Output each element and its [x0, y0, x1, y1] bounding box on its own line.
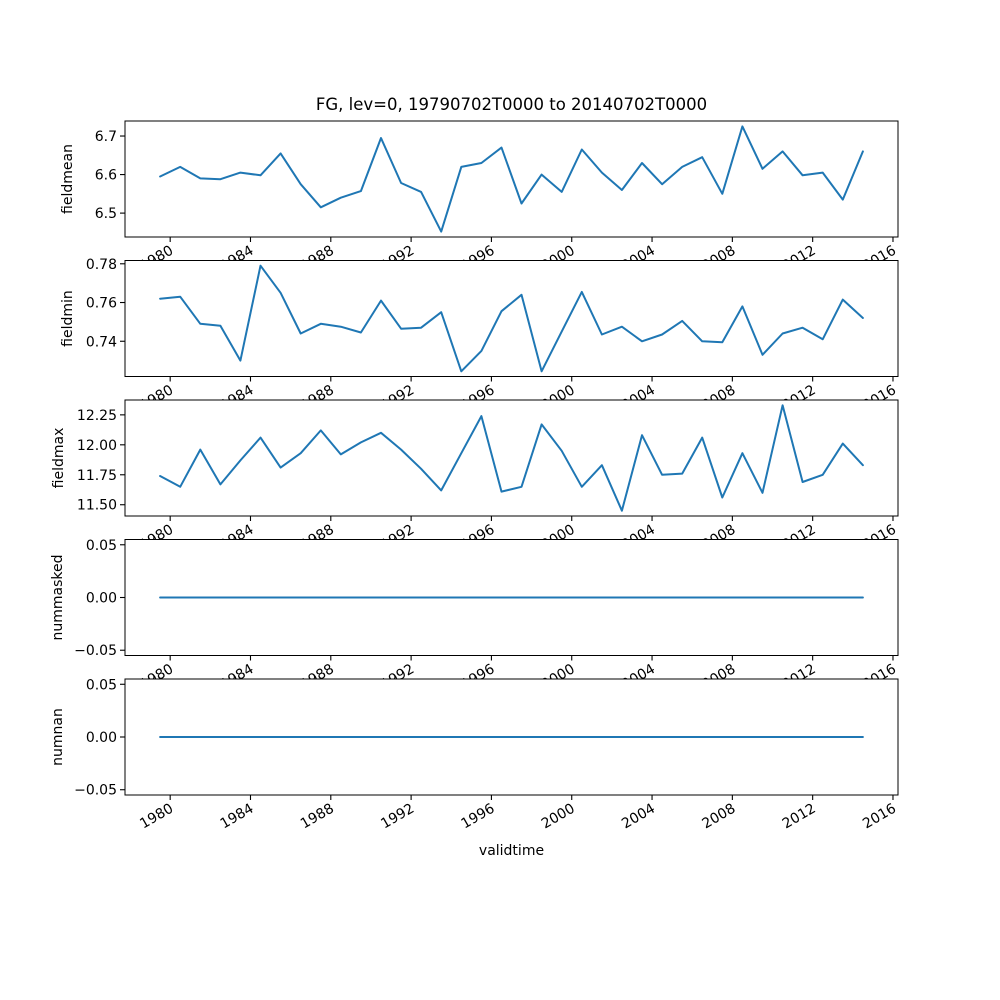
x-tick-label: 2012: [780, 801, 819, 833]
y-tick-label: −0.05: [74, 643, 117, 659]
x-tick-label: 2004: [619, 801, 658, 833]
x-tick-label: 1992: [378, 801, 417, 833]
line-fieldmean: [159, 125, 864, 233]
x-axis-label: validtime: [478, 843, 545, 859]
figure-title: FG, lev=0, 19790702T0000 to 20140702T000…: [315, 95, 708, 114]
ylabel-numnan: numnan: [50, 708, 66, 766]
subplot-nummasked: −0.05 0.00 0.05 nummasked: [50, 538, 899, 661]
y-tick-label: 11.50: [77, 498, 117, 514]
ylabel-fieldmin: fieldmin: [60, 290, 76, 347]
line-fieldmax: [159, 404, 864, 512]
subplot-fieldmean: 6.5 6.6 6.7 fieldmean: [60, 120, 899, 242]
subplot-fieldmin: 0.74 0.76 0.78 fieldmin: [60, 257, 899, 382]
x-tick-label: 2000: [539, 801, 578, 833]
y-tick-label: −0.05: [74, 783, 117, 799]
y-tick-label: 0.78: [86, 257, 117, 273]
y-tick-label: 6.6: [95, 168, 117, 184]
axes-frame-fieldmax: [124, 399, 899, 517]
x-tick-label: 1984: [218, 801, 257, 833]
axes-frame-fieldmean: [124, 120, 899, 238]
x-tick-label: 1988: [298, 801, 337, 833]
y-tick-label: 0.05: [86, 677, 117, 693]
y-tick-label: 12.25: [77, 408, 117, 424]
y-tick-label: 12.00: [77, 438, 117, 454]
y-tick-label: 0.00: [86, 730, 117, 746]
x-tick-label: 1980: [137, 801, 176, 833]
y-tick-label: 0.76: [86, 296, 117, 312]
x-tick-labels-numnan: 1980 1984 1988 1992 1996 2000 2004 2008 2012 2016: [137, 801, 899, 833]
y-tick-label: 0.00: [86, 591, 117, 607]
y-tick-label: 6.5: [95, 206, 117, 222]
ylabel-fieldmax: fieldmax: [51, 428, 67, 489]
subplot-fieldmax: 11.50 11.75 12.00 12.25 fieldmax: [51, 399, 899, 521]
ylabel-fieldmean: fieldmean: [60, 144, 76, 214]
subplot-numnan: −0.05 0.00 0.05 numnan: [50, 677, 899, 800]
ylabel-nummasked: nummasked: [50, 554, 66, 640]
line-fieldmin: [159, 264, 864, 373]
x-tick-label: 1996: [459, 801, 498, 833]
axes-frame-fieldmin: [124, 260, 899, 377]
y-tick-label: 6.7: [95, 129, 117, 145]
x-tick-label: 2008: [699, 801, 738, 833]
x-tick-label: 2016: [860, 801, 899, 833]
y-tick-label: 0.74: [86, 334, 117, 350]
y-tick-label: 11.75: [77, 468, 117, 484]
y-tick-label: 0.05: [86, 538, 117, 554]
